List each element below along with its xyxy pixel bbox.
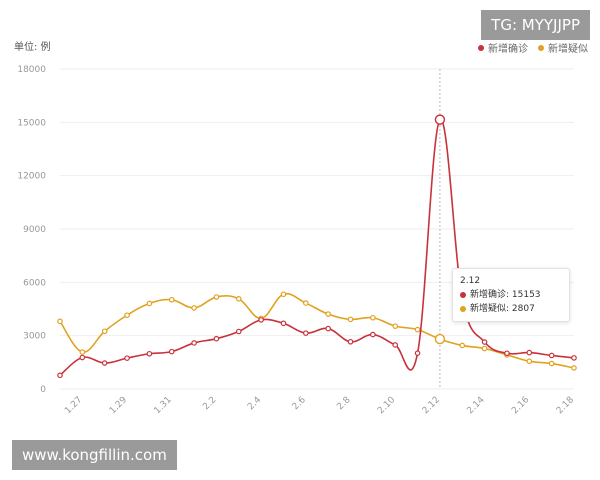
y-tick-label: 9000 xyxy=(23,225,46,235)
data-point-1 xyxy=(414,326,421,333)
data-point-0 xyxy=(213,335,220,342)
data-point-1 xyxy=(459,342,466,349)
data-point-0 xyxy=(303,330,309,336)
legend-dot-suspected xyxy=(538,44,544,51)
legend-label-suspected: 新增疑似 xyxy=(548,44,588,55)
data-point-1 xyxy=(347,316,354,323)
data-point-1 xyxy=(57,318,63,325)
data-point-1 xyxy=(370,314,376,321)
series-layer xyxy=(57,114,577,379)
data-point-1 xyxy=(146,300,153,307)
tooltip-title: 2.12 xyxy=(460,276,481,286)
data-point-1 xyxy=(213,294,220,300)
y-tick-label: 15000 xyxy=(17,118,46,128)
data-point-1 xyxy=(548,360,555,367)
data-point-0 xyxy=(101,360,108,366)
y-axis-ticks: 0 3000 6000 9000 12000 15000 18000 xyxy=(17,65,46,395)
data-point-0 xyxy=(526,349,533,356)
data-point-1 xyxy=(481,345,488,352)
watermark-bottom-left: www.kongfillin.com xyxy=(12,440,177,470)
data-point-0 xyxy=(548,352,555,359)
tooltip-label-confirmed: 新增确诊: 15153 xyxy=(470,290,541,300)
y-tick-label: 18000 xyxy=(17,65,46,75)
data-point-0 xyxy=(57,372,63,379)
x-tick-label: 1.29 xyxy=(108,395,129,416)
legend-item-suspected[interactable]: 新增疑似 xyxy=(538,40,588,55)
y-tick-label: 6000 xyxy=(23,278,46,288)
grid-layer xyxy=(60,68,574,390)
x-tick-label: 1.27 xyxy=(63,395,84,416)
data-point-1 xyxy=(101,328,108,335)
data-point-1 xyxy=(325,311,331,317)
data-point-0 xyxy=(414,350,421,356)
data-point-0 xyxy=(168,348,175,355)
x-tick-label: 2.4 xyxy=(246,395,263,412)
data-point-1 xyxy=(235,296,242,302)
tooltip-dot-suspected xyxy=(460,306,466,312)
data-point-0 xyxy=(504,350,510,357)
x-tick-label: 2.14 xyxy=(465,395,486,416)
data-point-1 xyxy=(280,291,287,298)
x-tick-label: 2.2 xyxy=(201,395,218,412)
tooltip-row-suspected: 新增疑似: 2807 xyxy=(460,302,562,316)
data-point-1 xyxy=(168,296,175,303)
x-tick-label: 2.8 xyxy=(335,395,352,412)
x-axis-ticks: 1.27 1.29 1.31 2.2 2.4 2.6 2.8 2.10 2.12 2.14 2.16… xyxy=(63,395,576,416)
unit-label: 单位: 例 xyxy=(14,42,51,53)
x-tick-label: 1.31 xyxy=(153,395,174,416)
data-point-1 xyxy=(303,300,309,306)
data-point-0 xyxy=(481,339,488,345)
data-point-0 xyxy=(146,350,153,357)
tooltip-dot-confirmed xyxy=(460,292,466,298)
y-tick-label: 12000 xyxy=(17,172,46,182)
data-point-1 xyxy=(571,365,577,371)
x-tick-label: 2.12 xyxy=(421,395,442,416)
legend-label-confirmed: 新增确诊 xyxy=(488,44,528,55)
x-tick-label: 2.16 xyxy=(510,395,531,416)
tooltip-label-suspected: 新增疑似: 2807 xyxy=(470,304,535,314)
x-tick-label: 2.10 xyxy=(376,395,397,416)
data-point-1 xyxy=(526,358,533,365)
legend: 新增确诊 新增疑似 xyxy=(478,40,588,55)
x-tick-label: 2.18 xyxy=(555,395,576,416)
y-tick-label: 0 xyxy=(40,385,46,395)
data-point-1 xyxy=(79,349,86,355)
legend-item-confirmed[interactable]: 新增确诊 xyxy=(478,40,528,55)
y-tick-label: 3000 xyxy=(23,332,46,342)
data-point-1 xyxy=(392,323,399,329)
data-point-0 xyxy=(124,355,130,361)
tooltip-row-confirmed: 新增确诊: 15153 xyxy=(460,288,562,302)
data-point-0 xyxy=(325,325,331,332)
data-point-0 xyxy=(392,342,399,348)
data-point-1 xyxy=(191,305,197,311)
data-point-1 xyxy=(434,333,446,345)
data-point-0 xyxy=(280,320,287,327)
tooltip: 2.12 新增确诊: 15153 新增疑似: 2807 xyxy=(452,268,570,322)
data-point-1 xyxy=(124,312,130,319)
data-point-0 xyxy=(79,354,86,361)
data-point-0 xyxy=(347,338,354,345)
data-point-0 xyxy=(370,331,376,338)
data-point-0 xyxy=(191,340,197,346)
x-tick-label: 2.6 xyxy=(291,395,308,412)
series-line-0 xyxy=(59,118,575,376)
data-point-0 xyxy=(571,355,577,361)
data-point-0 xyxy=(434,114,446,125)
legend-dot-confirmed xyxy=(478,44,484,51)
data-point-0 xyxy=(235,328,242,335)
data-point-0 xyxy=(258,317,264,323)
watermark-top-right: TG: MYYJJPP xyxy=(481,10,590,40)
